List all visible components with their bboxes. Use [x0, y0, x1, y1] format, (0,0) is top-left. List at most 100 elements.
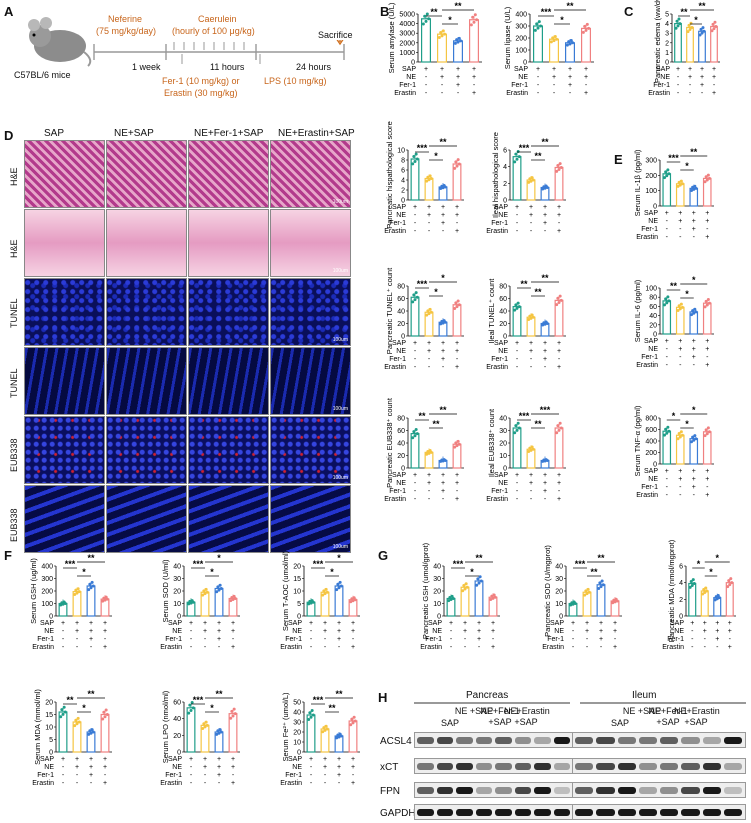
- sig-label: **: [87, 553, 95, 563]
- blot-band: [534, 787, 551, 794]
- y-axis-label: Ileal TUNEL⁺ count: [487, 278, 496, 344]
- data-point: [527, 180, 531, 184]
- design-sign: -: [414, 348, 417, 355]
- design-sign: -: [76, 644, 79, 651]
- design-sign: -: [706, 484, 709, 491]
- design-sign: -: [666, 362, 669, 369]
- design-sign: +: [491, 620, 495, 627]
- design-sign: -: [310, 636, 313, 643]
- y-axis-label: Serum MDA (mmol/ml): [33, 689, 42, 765]
- data-point: [336, 582, 340, 586]
- data-point: [443, 32, 447, 36]
- y-tick-label: 4: [401, 178, 405, 185]
- data-point: [555, 303, 559, 307]
- y-tick-label: 6: [503, 148, 507, 155]
- design-sign: +: [441, 356, 445, 363]
- y-tick-label: 4: [665, 21, 669, 28]
- data-point: [557, 167, 561, 171]
- data-point: [568, 42, 572, 46]
- y-tick-label: 100: [645, 188, 657, 195]
- design-sign: -: [428, 356, 431, 363]
- data-point: [218, 583, 222, 587]
- design-sign: -: [104, 772, 107, 779]
- data-point: [551, 36, 555, 40]
- design-sign: +: [543, 212, 547, 219]
- data-point: [413, 159, 417, 163]
- y-tick-label: 2: [679, 597, 683, 604]
- design-sign: +: [456, 74, 460, 81]
- data-point: [188, 703, 192, 707]
- blot-band: [660, 809, 679, 816]
- design-row-label: SAP: [168, 756, 182, 763]
- data-point: [517, 305, 521, 309]
- design-row-label: Erastin: [486, 228, 508, 235]
- data-point: [536, 26, 540, 30]
- data-point: [411, 162, 415, 166]
- y-axis-label: Serum TNF-α (pg/ml): [633, 405, 642, 476]
- data-point: [676, 437, 680, 441]
- design-sign: +: [557, 480, 561, 487]
- y-tick-label: 5: [49, 737, 53, 744]
- data-point: [587, 26, 591, 30]
- y-tick-label: 0: [437, 614, 441, 621]
- sig-label: **: [475, 553, 483, 563]
- design-sign: -: [442, 496, 445, 503]
- design-sign: -: [691, 636, 694, 643]
- design-sign: -: [76, 636, 79, 643]
- design-row-label: Erastin: [636, 362, 658, 369]
- data-point: [558, 162, 562, 166]
- design-sign: +: [557, 204, 561, 211]
- data-point: [475, 583, 479, 587]
- design-sign: +: [676, 66, 680, 73]
- design-row-label: Fer-1: [389, 220, 406, 227]
- y-tick-label: 4: [503, 164, 507, 171]
- sig-label: **: [541, 137, 549, 147]
- data-point: [187, 711, 191, 715]
- data-point: [414, 152, 418, 156]
- blot-group-label: NE+Fer-1 +SAP: [480, 706, 520, 727]
- sig-label: **: [439, 137, 447, 147]
- design-sign: -: [425, 90, 428, 97]
- data-point: [476, 577, 480, 581]
- data-point: [529, 179, 533, 183]
- data-point: [308, 711, 312, 715]
- blot-band: [456, 763, 473, 770]
- data-point: [667, 429, 671, 433]
- y-tick-label: 10: [555, 601, 563, 608]
- design-sign: +: [309, 756, 313, 763]
- data-point: [691, 185, 695, 189]
- y-tick-label: 60: [397, 296, 405, 303]
- data-point: [552, 39, 556, 43]
- sig-label: **: [439, 405, 447, 415]
- y-tick-label: 0: [503, 198, 507, 205]
- data-point: [700, 31, 704, 35]
- design-sign: +: [705, 476, 709, 483]
- sig-label: ***: [417, 279, 428, 289]
- design-sign: -: [614, 636, 617, 643]
- design-sign: -: [310, 628, 313, 635]
- design-sign: +: [455, 496, 459, 503]
- design-row-label: Fer-1: [285, 636, 302, 643]
- design-sign: +: [557, 340, 561, 347]
- design-sign: +: [455, 480, 459, 487]
- y-tick-label: 1000: [399, 50, 415, 57]
- design-row-label: NE: [396, 212, 406, 219]
- y-tick-label: 60: [397, 428, 405, 435]
- data-point: [587, 590, 591, 594]
- design-sign: -: [516, 228, 519, 235]
- design-sign: -: [516, 496, 519, 503]
- y-tick-label: 6: [679, 564, 683, 571]
- design-sign: -: [530, 356, 533, 363]
- design-sign: -: [450, 644, 453, 651]
- sacrifice-label: Sacrifice: [318, 30, 353, 40]
- micrograph-r5-c1: [24, 416, 105, 484]
- data-point: [101, 599, 105, 603]
- data-point: [215, 732, 219, 736]
- design-sign: -: [456, 488, 459, 495]
- design-sign: -: [558, 488, 561, 495]
- blot-band: [436, 809, 453, 816]
- design-sign: +: [688, 74, 692, 81]
- design-sign: +: [89, 772, 93, 779]
- micro-col-sap: SAP: [44, 128, 65, 139]
